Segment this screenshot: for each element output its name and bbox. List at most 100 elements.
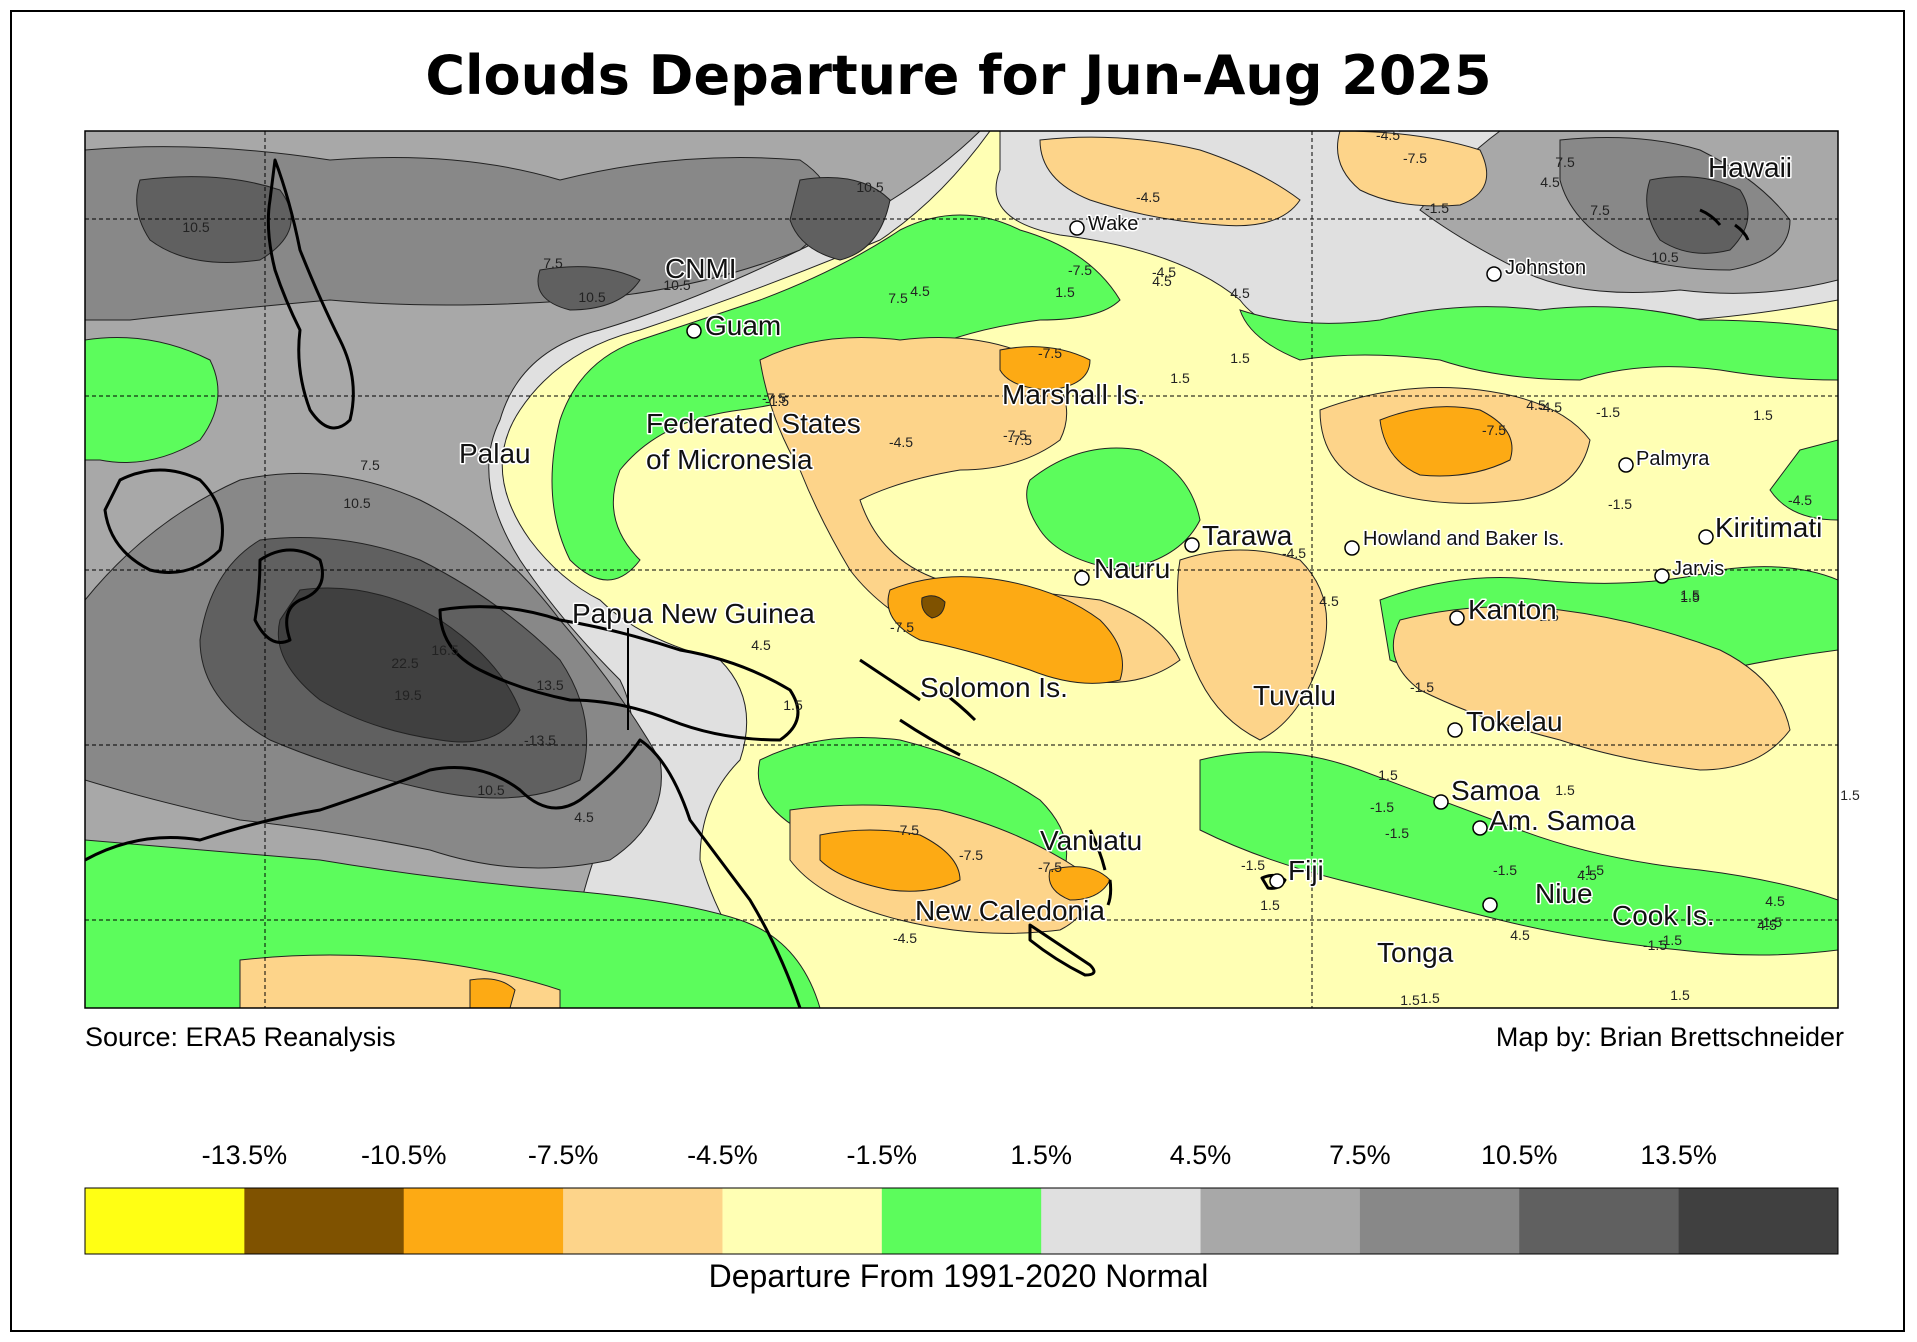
place-label: Tuvalu bbox=[1253, 680, 1336, 711]
station-marker bbox=[1074, 570, 1090, 586]
contour-label: 7.5 bbox=[360, 457, 380, 473]
contour-label: -1.5 bbox=[1643, 937, 1667, 953]
station-marker bbox=[1654, 568, 1670, 584]
place-label: Tarawa bbox=[1202, 520, 1293, 551]
coastlines bbox=[85, 158, 1750, 1008]
contour-label: 4.5 bbox=[1526, 397, 1546, 413]
station-marker bbox=[1447, 722, 1463, 738]
station-marker bbox=[1449, 610, 1465, 626]
coast-new-caledonia bbox=[1028, 923, 1096, 977]
station-marker bbox=[1269, 873, 1285, 889]
contour-label: 4.5 bbox=[1540, 174, 1560, 190]
contour-label: 4.5 bbox=[1510, 927, 1530, 943]
contour-label: -1.5 bbox=[1580, 862, 1604, 878]
contour-label: 16.5 bbox=[431, 642, 458, 658]
legend-tick-label: -1.5% bbox=[847, 1140, 918, 1170]
place-label: Papua New Guinea bbox=[572, 598, 815, 629]
contour-label: 10.5 bbox=[578, 289, 605, 305]
legend-outline bbox=[84, 1187, 1839, 1255]
place-label: Federated States bbox=[646, 408, 861, 439]
contour-label: -4.5 bbox=[1788, 492, 1812, 508]
contour-label: 1.5 bbox=[1539, 608, 1559, 624]
map-title: Clouds Departure for Jun-Aug 2025 bbox=[425, 44, 1492, 107]
field-orange-marshall bbox=[999, 346, 1091, 391]
legend-swatch bbox=[1359, 1188, 1520, 1254]
contour-label: -4.5 bbox=[1376, 127, 1400, 143]
field-orange-east bbox=[1379, 406, 1513, 477]
contour-label: 10.5 bbox=[182, 219, 209, 235]
station-markers bbox=[686, 220, 1714, 913]
contour-label: 7.5 bbox=[543, 255, 563, 271]
place-label: New Caledonia bbox=[915, 895, 1105, 926]
contour-label: -7.5 bbox=[1008, 432, 1032, 448]
legend-swatch bbox=[403, 1188, 564, 1254]
contour-label: 1.5 bbox=[1400, 992, 1420, 1008]
legend-tick-label: -7.5% bbox=[528, 1140, 599, 1170]
contour-label: 22.5 bbox=[391, 655, 418, 671]
field-tan-central bbox=[1177, 549, 1328, 741]
contour-label: -13.5 bbox=[524, 732, 556, 748]
legend-swatch bbox=[563, 1188, 723, 1254]
contour-label: -1.5 bbox=[1410, 679, 1434, 695]
contour-label: -4.5 bbox=[1538, 399, 1562, 415]
legend-swatch bbox=[85, 1188, 245, 1254]
station-marker bbox=[686, 323, 702, 339]
place-label: Fiji bbox=[1288, 855, 1324, 886]
contour-label: 4.5 bbox=[1152, 273, 1172, 289]
contour-label: -7.5 bbox=[1038, 345, 1062, 361]
place-label: Tonga bbox=[1377, 937, 1454, 968]
contour-label: -1.5 bbox=[1658, 932, 1682, 948]
field-brown-spot bbox=[921, 595, 946, 619]
station-marker bbox=[1472, 820, 1488, 836]
coast-sulawesi bbox=[253, 548, 324, 644]
place-label: Hawaii bbox=[1708, 152, 1792, 183]
contour-label: 19.5 bbox=[394, 687, 421, 703]
legend-swatch bbox=[1519, 1188, 1680, 1254]
field-maritime-darkest bbox=[277, 587, 521, 743]
contour-label: 4.5 bbox=[1757, 917, 1777, 933]
place-label: Am. Samoa bbox=[1489, 805, 1636, 836]
place-label: Solomon Is. bbox=[920, 672, 1068, 703]
contour-label: 1.5 bbox=[1055, 284, 1075, 300]
place-label: of Micronesia bbox=[646, 444, 813, 475]
field-hawaii-darkest bbox=[1646, 176, 1749, 254]
station-marker bbox=[1486, 266, 1502, 282]
contour-label: 4.5 bbox=[751, 637, 771, 653]
field-orange-equator bbox=[887, 576, 1123, 684]
legend-tick-label: -10.5% bbox=[361, 1140, 447, 1170]
contour-label: -7.5 bbox=[959, 847, 983, 863]
legend-ticks: -13.5% -10.5% -7.5% -4.5% -1.5% 1.5% 4.5% 7.5% 1… bbox=[202, 1140, 1717, 1170]
coast-philippines bbox=[266, 158, 355, 430]
contour-label: 10.5 bbox=[343, 495, 370, 511]
contour-label: 1.5 bbox=[1670, 987, 1690, 1003]
place-label: Kiritimati bbox=[1715, 512, 1822, 543]
contour-label: 4.5 bbox=[910, 283, 930, 299]
contour-label: -4.5 bbox=[889, 434, 913, 450]
place-label: Nauru bbox=[1094, 553, 1170, 584]
legend-tick-label: -13.5% bbox=[202, 1140, 288, 1170]
contour-label: -1.5 bbox=[1370, 799, 1394, 815]
legend-tick-label: 7.5% bbox=[1329, 1140, 1391, 1170]
contour-label: 1.5 bbox=[1680, 587, 1700, 603]
legend-tick-label: 4.5% bbox=[1170, 1140, 1232, 1170]
contour-label: 4.5 bbox=[1230, 285, 1250, 301]
contour-label: 4.5 bbox=[1319, 593, 1339, 609]
station-marker bbox=[1344, 540, 1360, 556]
contour-label: -7.5 bbox=[890, 619, 914, 635]
contour-label: -7.5 bbox=[1482, 422, 1506, 438]
station-marker bbox=[1433, 794, 1449, 810]
station-marker bbox=[1698, 529, 1714, 545]
contour-label: -4.5 bbox=[1136, 189, 1160, 205]
place-label: CNMI bbox=[665, 253, 737, 284]
contour-label: 10.5 bbox=[856, 179, 883, 195]
contour-label: -1.5 bbox=[1385, 825, 1409, 841]
contour-label: 1.5 bbox=[1840, 787, 1860, 803]
legend-swatch bbox=[881, 1188, 1042, 1254]
contour-label: -4.5 bbox=[893, 930, 917, 946]
contour-label: 4.5 bbox=[1577, 867, 1597, 883]
contour-label: 7.5 bbox=[1555, 154, 1575, 170]
legend-tick-label: 1.5% bbox=[1010, 1140, 1072, 1170]
station-marker bbox=[1618, 457, 1634, 473]
place-label: Guam bbox=[705, 310, 781, 341]
